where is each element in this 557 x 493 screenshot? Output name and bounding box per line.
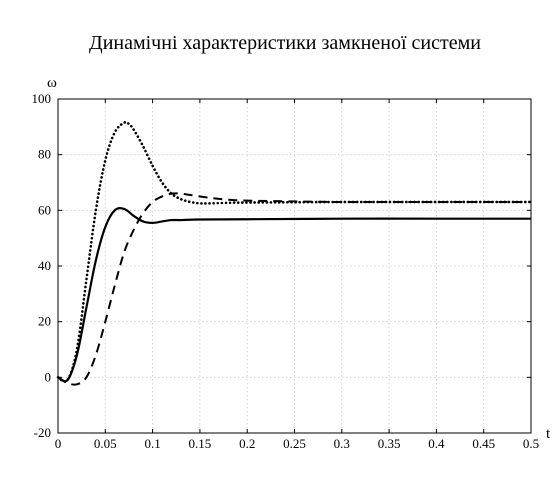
grid <box>58 99 531 433</box>
x-tick-label: 0.4 <box>428 436 445 451</box>
x-tick-label: 0.15 <box>189 436 212 451</box>
series-line-dashed <box>57 192 531 386</box>
chart-title: Динамічні характеристики замкненої систе… <box>89 32 481 54</box>
series-line-solid <box>57 207 531 383</box>
y-tick-label: 0 <box>45 369 52 384</box>
x-tick-label: 0.05 <box>94 436 117 451</box>
y-tick-label: -20 <box>34 425 51 440</box>
y-tick-label: 80 <box>38 147 51 162</box>
x-tick-label: 0.45 <box>472 436 495 451</box>
x-tick-label: 0.3 <box>334 436 350 451</box>
y-tick-label: 60 <box>38 202 51 217</box>
y-tick-label: 100 <box>32 91 52 106</box>
y-tick-label: 40 <box>38 258 51 273</box>
x-axis-label: t <box>546 426 551 442</box>
y-tick-label: 20 <box>38 314 51 329</box>
y-axis-label: ω <box>47 75 57 91</box>
series-layer <box>56 120 533 386</box>
x-tick-label: 0 <box>55 436 62 451</box>
x-tick-label: 0.2 <box>239 436 255 451</box>
x-tick-label: 0.25 <box>283 436 306 451</box>
x-tick-label: 0.35 <box>378 436 401 451</box>
axis-ticks: 0 0.05 0.1 0.15 0.2 0.25 0.3 0.35 0.4 0.45 0.5 -20 0… <box>32 91 540 451</box>
series-line-dotted <box>56 120 533 383</box>
x-tick-label: 0.1 <box>144 436 160 451</box>
x-tick-label: 0.5 <box>523 436 539 451</box>
